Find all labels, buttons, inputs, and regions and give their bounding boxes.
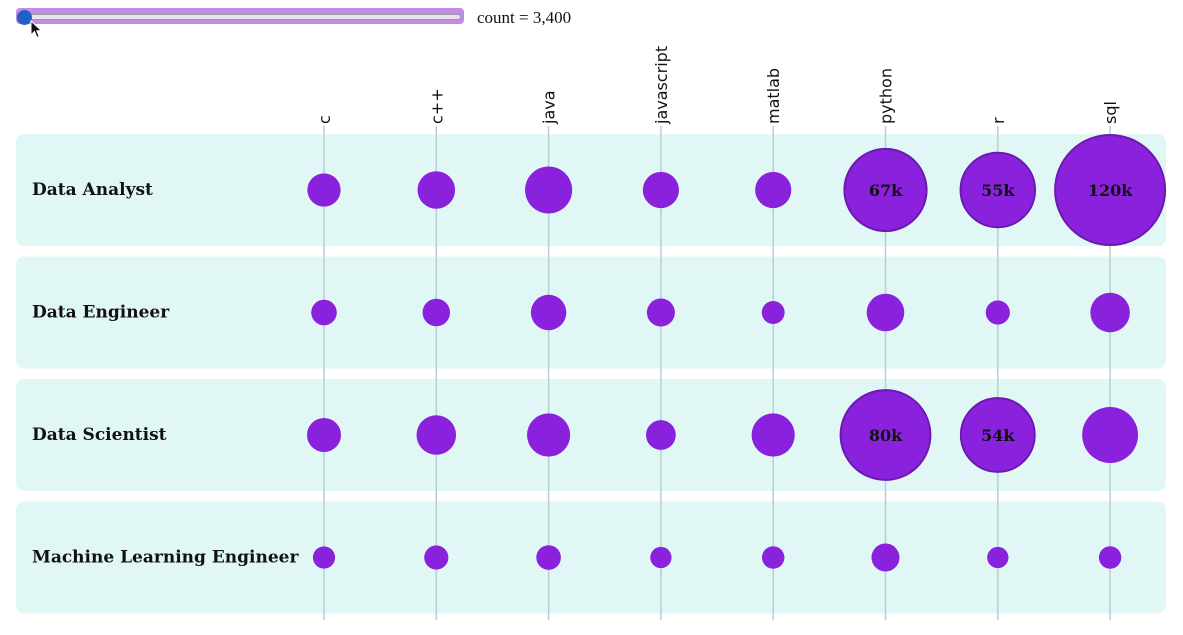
bubble[interactable]	[987, 546, 1009, 569]
bubble[interactable]	[422, 298, 451, 327]
column-labels: c c++ java javascript matlab python r sql	[315, 46, 1120, 125]
bubbles	[306, 134, 1167, 572]
bubble[interactable]	[1090, 292, 1130, 333]
bubble[interactable]	[312, 546, 336, 569]
mouse-pointer-icon	[30, 20, 43, 39]
column-label: c	[315, 115, 334, 124]
bubble[interactable]	[1098, 546, 1122, 569]
bubble[interactable]	[417, 171, 456, 209]
slider-value-number: 3,400	[532, 8, 572, 27]
row-band	[16, 256, 1166, 369]
bubble[interactable]	[755, 171, 792, 209]
bubble-value-label: 54k	[981, 426, 1015, 445]
bubble[interactable]	[525, 166, 573, 214]
bubble[interactable]	[839, 389, 932, 481]
bubble[interactable]	[424, 545, 449, 570]
slider-thumb[interactable]	[17, 10, 32, 25]
bubble[interactable]	[871, 543, 900, 572]
row-label: Data Engineer	[32, 303, 170, 323]
bubble[interactable]	[311, 299, 337, 326]
bubble[interactable]	[536, 545, 561, 570]
row-label: Data Analyst	[32, 180, 153, 200]
bubble[interactable]	[866, 293, 905, 332]
bubble[interactable]	[646, 420, 676, 450]
bubble[interactable]	[530, 294, 567, 331]
bubble[interactable]	[985, 300, 1010, 325]
bubble[interactable]	[1054, 134, 1167, 246]
column-label: sql	[1101, 101, 1120, 124]
bubble[interactable]	[959, 151, 1037, 229]
bubble-value-label: 120k	[1088, 181, 1133, 200]
bubble[interactable]	[306, 417, 342, 453]
bubble[interactable]	[959, 397, 1036, 473]
slider-value-readout: count = 3,400	[477, 8, 571, 28]
column-label: javascript	[652, 46, 671, 125]
bubble[interactable]	[527, 413, 571, 457]
bubble[interactable]	[1082, 407, 1139, 463]
count-control: count = 3,400	[0, 0, 1183, 39]
row-label: Data Scientist	[32, 425, 167, 445]
slider-value-prefix: count =	[477, 8, 533, 27]
bubble[interactable]	[646, 298, 675, 327]
column-label: matlab	[764, 68, 783, 124]
row-labels: Data Analyst Data Engineer Data Scientist M…	[32, 180, 299, 568]
bubble[interactable]	[751, 413, 795, 457]
bubble[interactable]	[761, 301, 785, 324]
row-band	[16, 501, 1166, 614]
bubble-value-label: 80k	[869, 426, 903, 445]
bubble-value-label: 67k	[869, 181, 903, 200]
column-label: python	[877, 68, 896, 124]
column-label: java	[540, 90, 559, 125]
bubble-value-label: 55k	[981, 181, 1015, 200]
column-label: c++	[427, 88, 446, 124]
bubble[interactable]	[650, 546, 672, 569]
row-label: Machine Learning Engineer	[32, 548, 299, 568]
bubble[interactable]	[843, 147, 928, 233]
bubble[interactable]	[761, 546, 785, 569]
column-label: r	[989, 117, 1008, 124]
bubble[interactable]	[642, 171, 680, 209]
bubble[interactable]	[416, 415, 457, 455]
value-labels: 67k 55k 120k 80k 54k	[869, 181, 1133, 445]
bubble[interactable]	[307, 173, 341, 207]
